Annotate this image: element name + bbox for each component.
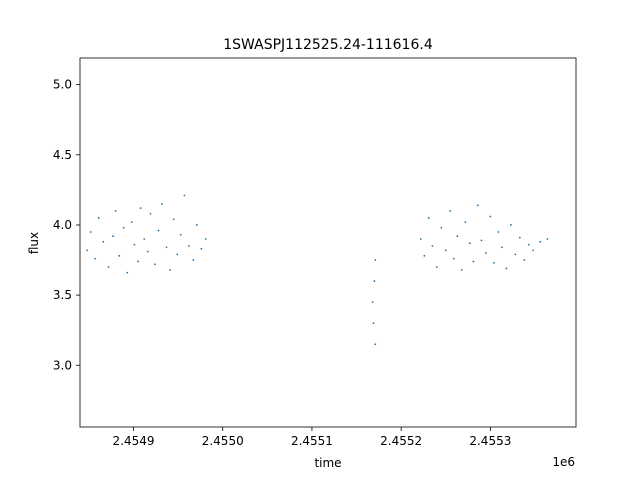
data-point xyxy=(419,238,422,240)
data-point xyxy=(112,235,114,238)
x-tick-label: 2.4553 xyxy=(469,434,511,448)
y-axis-label: flux xyxy=(27,232,41,254)
y-tick-label: 3.5 xyxy=(53,288,72,302)
data-point xyxy=(89,231,92,233)
data-point xyxy=(460,268,463,271)
data-point xyxy=(373,280,376,282)
data-point xyxy=(122,226,125,229)
plot-frame xyxy=(79,57,577,428)
x-axis-ticks: 2.4549 2.4550 2.4551 2.4552 2.4553 xyxy=(113,427,511,448)
data-point xyxy=(97,217,100,219)
y-tick-label: 4.0 xyxy=(53,218,72,232)
data-point xyxy=(169,268,172,271)
data-point xyxy=(183,194,186,197)
x-tick-label: 2.4552 xyxy=(380,434,422,448)
data-point xyxy=(133,243,136,246)
chart-title: 1SWASPJ112525.24-111616.4 xyxy=(223,37,433,53)
data-point xyxy=(200,247,203,250)
x-axis-offset-label: 1e6 xyxy=(552,455,575,469)
data-point xyxy=(143,238,146,240)
data-point xyxy=(195,224,198,226)
data-point xyxy=(485,252,487,254)
data-point xyxy=(423,254,426,257)
data-point xyxy=(444,249,447,252)
data-point xyxy=(165,246,168,249)
data-point xyxy=(114,210,117,212)
data-point xyxy=(157,229,160,232)
data-point xyxy=(192,259,195,261)
y-tick-label: 4.5 xyxy=(53,148,72,162)
data-point xyxy=(518,236,521,239)
data-point xyxy=(449,210,452,212)
data-point xyxy=(107,266,110,268)
data-point xyxy=(472,260,475,263)
data-point xyxy=(161,203,163,205)
data-point xyxy=(431,245,434,247)
data-point xyxy=(468,242,471,245)
x-tick-label: 2.4549 xyxy=(113,434,155,448)
data-point xyxy=(139,207,142,210)
data-point xyxy=(374,259,377,261)
data-point xyxy=(187,245,190,247)
y-tick-label: 5.0 xyxy=(53,78,72,92)
data-point xyxy=(130,221,133,224)
data-point xyxy=(480,239,483,242)
data-point xyxy=(372,322,375,325)
data-point xyxy=(118,254,121,257)
data-point xyxy=(126,271,129,274)
data-point xyxy=(86,249,89,252)
y-axis-ticks: 3.0 3.5 4.0 4.5 5.0 xyxy=(53,78,80,372)
data-point xyxy=(456,235,459,238)
data-point xyxy=(146,250,149,253)
data-point xyxy=(539,240,542,243)
x-axis-label: time xyxy=(314,456,341,470)
data-points xyxy=(86,194,549,346)
data-point xyxy=(505,267,508,270)
data-point xyxy=(532,249,535,252)
data-point xyxy=(509,224,512,226)
data-point xyxy=(476,204,479,207)
data-point xyxy=(489,215,492,218)
y-tick-label: 3.0 xyxy=(53,358,72,372)
data-point xyxy=(452,257,455,260)
data-point xyxy=(493,261,495,264)
data-point xyxy=(176,253,179,256)
data-point xyxy=(371,301,374,304)
x-tick-label: 2.4551 xyxy=(291,434,333,448)
data-point xyxy=(546,238,549,240)
data-point xyxy=(172,218,175,221)
data-point xyxy=(527,243,530,246)
data-point xyxy=(501,246,503,249)
data-point xyxy=(179,233,182,236)
x-tick-label: 2.4550 xyxy=(202,434,244,448)
data-point xyxy=(137,260,139,263)
data-point xyxy=(464,221,467,224)
data-point xyxy=(497,231,500,233)
data-point xyxy=(374,343,377,346)
data-point xyxy=(427,217,430,219)
data-point xyxy=(102,240,105,243)
data-point xyxy=(435,266,438,268)
data-point xyxy=(154,263,156,266)
data-point xyxy=(204,238,207,240)
data-point xyxy=(94,257,97,260)
data-point xyxy=(440,226,443,229)
data-point xyxy=(149,212,152,215)
data-point xyxy=(514,253,517,256)
data-point xyxy=(523,259,526,261)
